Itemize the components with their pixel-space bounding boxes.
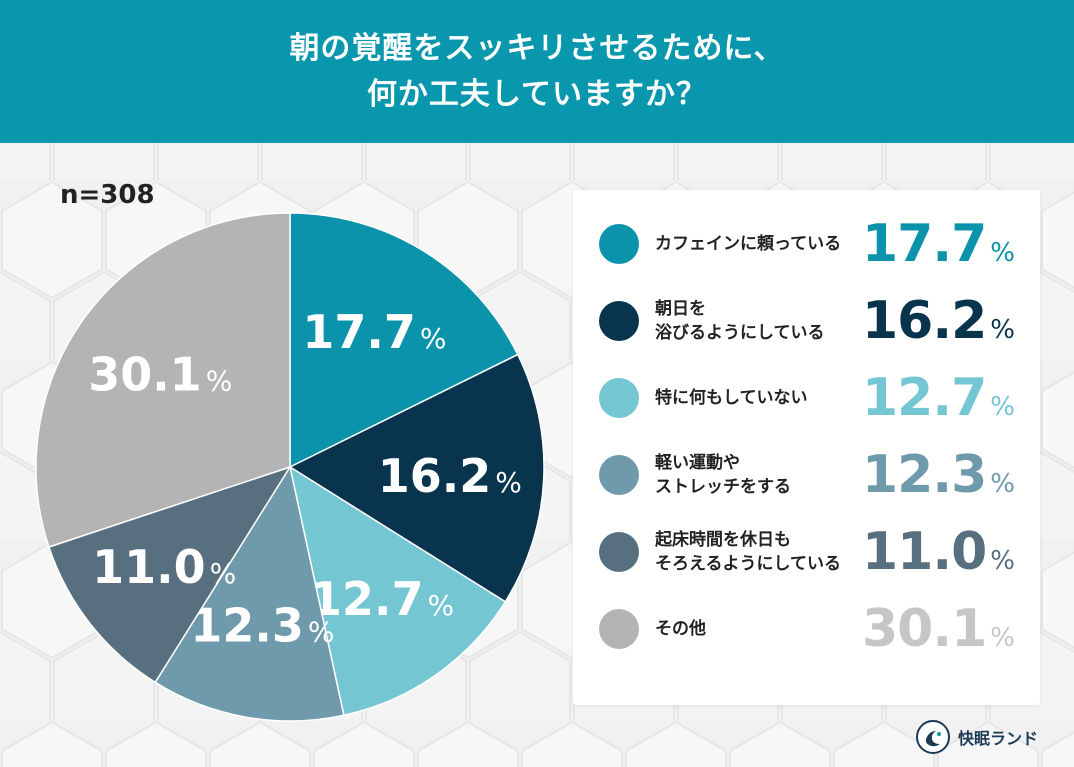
legend-swatch-5	[599, 532, 639, 572]
legend-value-percent-2: %	[990, 315, 1015, 345]
legend-swatch-2	[599, 301, 639, 341]
sample-size-label: n=308	[60, 180, 155, 210]
legend-label-6: その他	[655, 619, 706, 639]
pie-slice-1	[289, 212, 519, 469]
legend-value-number-4: 12.3	[861, 445, 987, 505]
legend-value-percent-5: %	[990, 546, 1015, 576]
legend-label-5: 起床時間を休日も そろえるようにしている	[655, 530, 841, 574]
legend: カフェインに頼っている 17.7% 朝日を 浴びるようにしている 16.2% 特に何もし…	[573, 190, 1040, 705]
legend-value-4: 12.3%	[861, 445, 1015, 512]
pie-slice-2	[288, 353, 545, 603]
legend-item-2: 朝日を 浴びるようにしている 16.2%	[573, 285, 1040, 355]
legend-label-3: 特に何もしていない	[655, 388, 808, 408]
pie-slice-6	[35, 212, 291, 548]
legend-item-3: 特に何もしていない 12.7%	[573, 362, 1040, 432]
legend-item-4: 軽い運動や ストレッチをする 12.3%	[573, 439, 1040, 509]
legend-value-number-2: 16.2	[861, 291, 987, 351]
pie-slice-4	[154, 465, 345, 722]
legend-item-1: カフェインに頼っている 17.7%	[573, 208, 1040, 278]
legend-value-percent-3: %	[990, 392, 1015, 422]
legend-value-percent-4: %	[990, 469, 1015, 499]
legend-item-5: 起床時間を休日も そろえるようにしている 11.0%	[573, 516, 1040, 586]
pie-slice-label-4: 12.3%	[190, 599, 334, 653]
title-banner: 朝の覚醒をスッキリさせるために、 何か工夫していますか？	[0, 0, 1074, 143]
legend-value-number-3: 12.7	[861, 368, 987, 428]
pie-slice-label-6: 30.1%	[88, 347, 232, 401]
legend-swatch-4	[599, 455, 639, 495]
legend-value-6: 30.1%	[861, 599, 1015, 666]
legend-value-5: 11.0%	[861, 522, 1015, 589]
pie-slice-label-3: 12.7%	[310, 572, 454, 626]
legend-value-number-5: 11.0	[861, 522, 987, 582]
legend-value-3: 12.7%	[861, 368, 1015, 435]
pie-slice-3	[288, 465, 507, 717]
legend-value-1: 17.7%	[861, 214, 1015, 281]
legend-item-6: その他 30.1%	[573, 593, 1040, 663]
brand: 快眠ランド	[916, 720, 1038, 754]
pie-slice-5	[47, 465, 292, 684]
legend-swatch-1	[599, 224, 639, 264]
legend-label-1: カフェインに頼っている	[655, 234, 842, 254]
pie-slice-label-2: 16.2%	[378, 449, 522, 503]
title-line-1: 朝の覚醒をスッキリさせるために、	[289, 30, 785, 66]
brand-name: 快眠ランド	[958, 729, 1039, 748]
legend-label-4: 軽い運動や ストレッチをする	[655, 453, 791, 497]
legend-value-percent-1: %	[990, 238, 1015, 268]
legend-swatch-3	[599, 378, 639, 418]
legend-value-2: 16.2%	[861, 291, 1015, 358]
pie-slice-label-1: 17.7%	[302, 305, 446, 359]
legend-value-percent-6: %	[990, 623, 1015, 653]
legend-value-number-1: 17.7	[861, 214, 987, 274]
pie-slice-label-5: 11.0%	[92, 540, 236, 594]
legend-swatch-6	[599, 609, 639, 649]
title-line-2: 何か工夫していますか？	[366, 76, 708, 112]
legend-value-number-6: 30.1	[861, 599, 987, 659]
brand-logo-icon	[916, 720, 950, 754]
legend-label-2: 朝日を 浴びるようにしている	[655, 299, 825, 343]
